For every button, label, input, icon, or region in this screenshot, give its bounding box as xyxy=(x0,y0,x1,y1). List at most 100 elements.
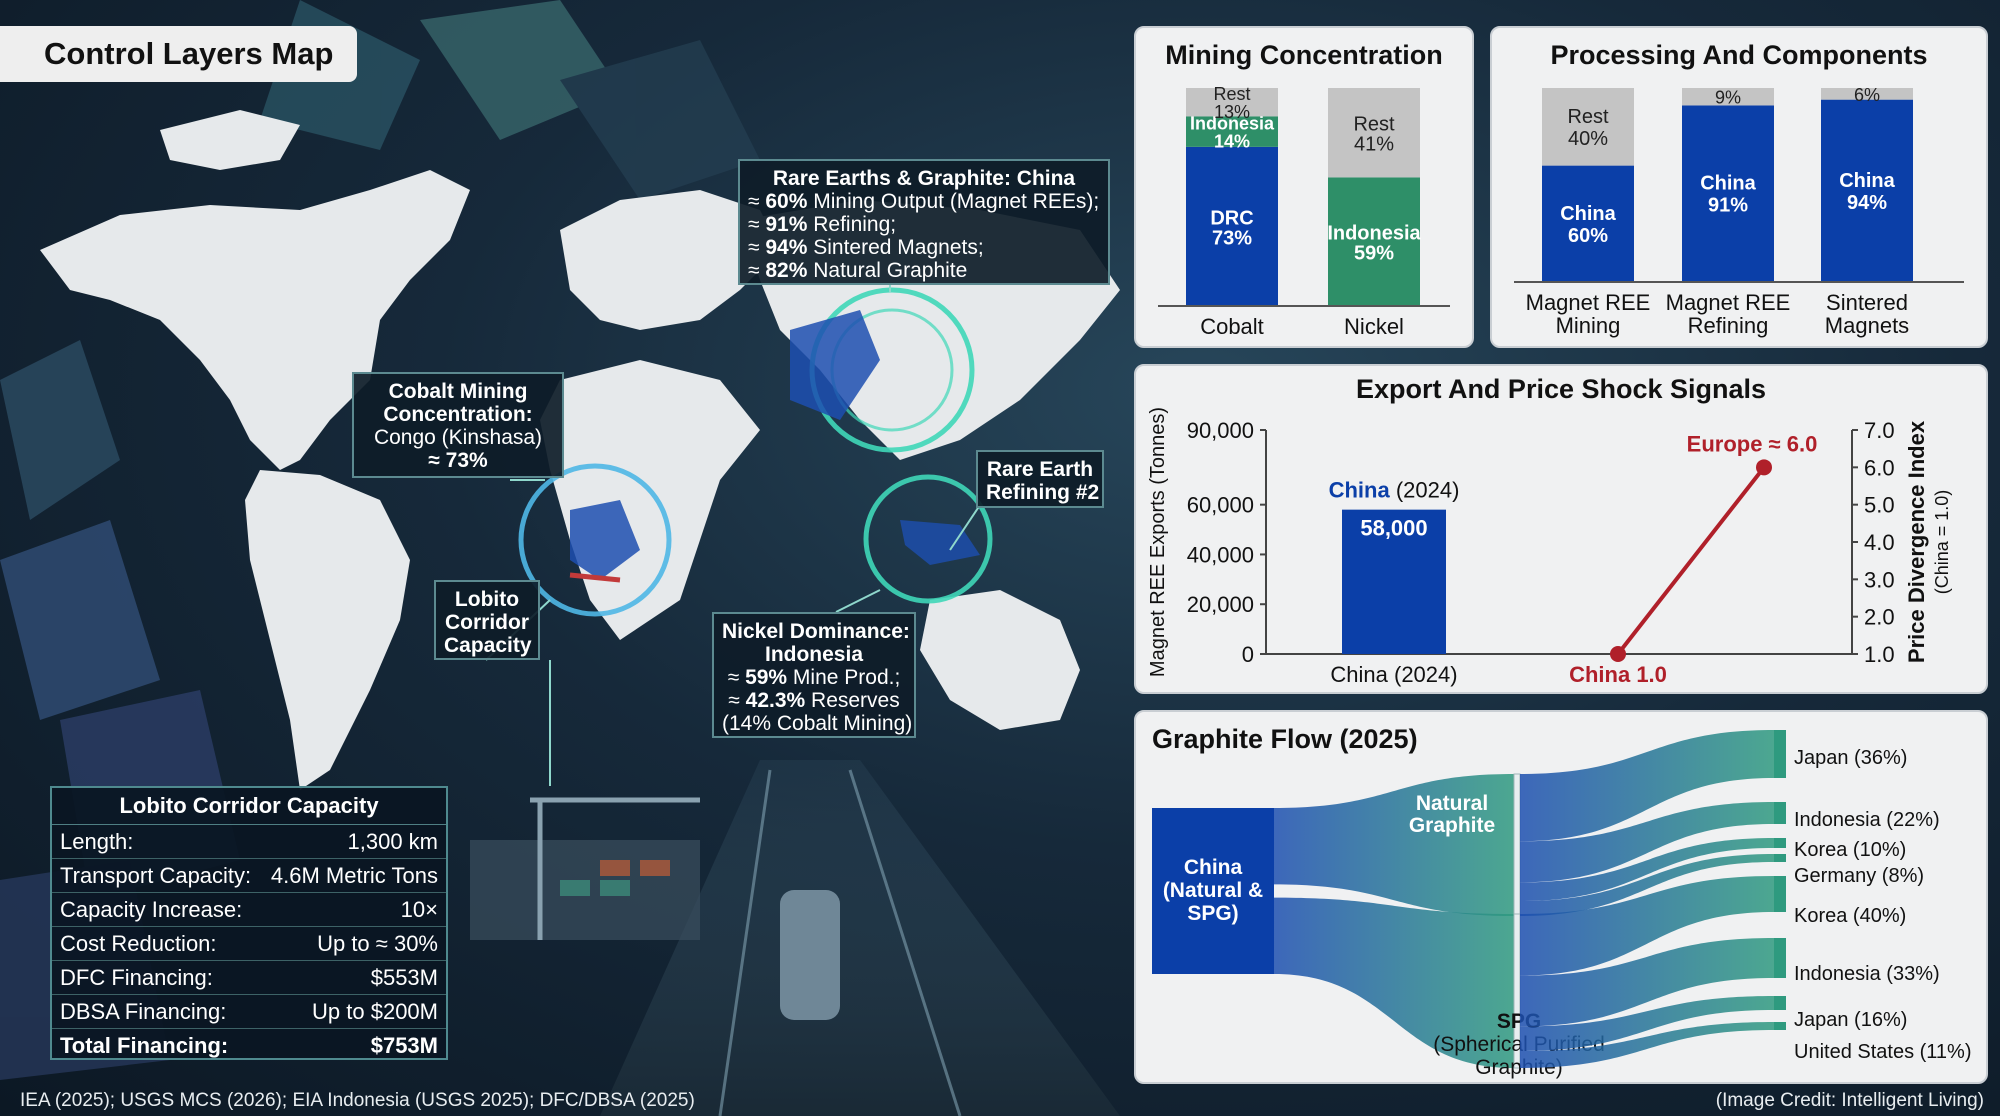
bar-label: Rest xyxy=(1353,114,1395,136)
bar-label: China xyxy=(1700,173,1756,195)
sankey-target-label: Japan (16%) xyxy=(1794,1009,1907,1031)
ree-line-2: Refining #2 xyxy=(986,481,1100,504)
x-tick-label: Nickel xyxy=(1344,314,1404,339)
y-tick-label-right: 4.0 xyxy=(1864,530,1895,555)
chart-title: Processing And Components xyxy=(1550,40,1927,70)
bar-segment-rest xyxy=(1682,88,1774,106)
processing-components-panel: Processing And Components China 60% Rest 40%… xyxy=(1490,26,1988,348)
sankey-flow-united-states xyxy=(1520,1022,1774,1068)
cobalt-line-3: Congo (Kinshasa) xyxy=(373,426,543,449)
graphite-flow-chart: Graphite Flow (2025) China(Natural &SPG) N… xyxy=(1152,724,1972,1079)
x-tick-label: Refining xyxy=(1688,313,1769,338)
table-row: DBSA Financing: Up to $200M xyxy=(52,995,446,1029)
sankey-intermediate-node xyxy=(1513,773,1521,917)
x-tick-label: Magnets xyxy=(1825,313,1909,338)
x-tick-label: Mining xyxy=(1556,313,1621,338)
line-point-label: China 1.0 xyxy=(1569,662,1667,687)
page-title-box: Control Layers Map xyxy=(0,26,357,82)
railway-track xyxy=(600,760,1120,1116)
sankey-target-node xyxy=(1774,876,1786,912)
y-tick-label-left: 20,000 xyxy=(1187,592,1254,617)
table-row: Transport Capacity: 4.6M Metric Tons xyxy=(52,859,446,893)
nickel-line-1: Nickel Dominance: xyxy=(722,620,910,643)
mining-concentration-panel: Mining Concentration DRC 73% Indonesia 14% Re… xyxy=(1134,26,1474,348)
bar-segment-rest xyxy=(1542,88,1634,166)
chart-title: Mining Concentration xyxy=(1165,40,1442,70)
y-tick-label-right: 7.0 xyxy=(1864,418,1895,443)
sankey-target-label: Germany (8%) xyxy=(1794,865,1924,887)
x-tick-label: China (2024) xyxy=(1330,662,1457,687)
bar-value-label: 91% xyxy=(1708,195,1748,217)
sankey-flow-germany xyxy=(1520,854,1774,916)
cobalt-line-1: Cobalt Mining xyxy=(388,380,528,403)
line-point-europe xyxy=(1756,459,1772,476)
nickel-annotation: Nickel Dominance: Indonesia ≈ 59% Mine P… xyxy=(712,612,916,738)
sankey-flow-indonesia xyxy=(1520,802,1774,883)
x-tick-label: Sintered xyxy=(1826,290,1908,315)
image-credit: (Image Credit: Intelligent Living) xyxy=(1715,1090,1984,1111)
x-tick-label: Magnet REE xyxy=(1526,290,1651,315)
bar-segment-indonesia xyxy=(1186,116,1278,147)
sankey-target-label: Indonesia (33%) xyxy=(1794,963,1940,985)
bar-label: Rest xyxy=(1213,84,1250,104)
export-price-chart: Export And Price Shock Signals 0 20,000 40,… xyxy=(1147,374,1952,687)
china-line-4: ≈ 82% Natural Graphite xyxy=(748,259,968,282)
bar-segment-china xyxy=(1682,105,1774,283)
sankey-target-label: Japan (36%) xyxy=(1794,747,1907,769)
page-title: Control Layers Map xyxy=(44,36,334,71)
table-row: Length: 1,300 km xyxy=(52,825,446,859)
bar-label: DRC xyxy=(1210,207,1253,229)
sankey-target-label: United States (11%) xyxy=(1794,1041,1972,1063)
y-axis-label-left: Magnet REE Exports (Tonnes) xyxy=(1147,407,1169,677)
sankey-source-node xyxy=(1152,808,1274,974)
x-tick-label: Cobalt xyxy=(1200,314,1264,339)
sankey-source-label: China xyxy=(1184,856,1243,879)
sankey-intermediate-label: Natural xyxy=(1416,792,1488,815)
china-line-1: ≈ 60% Mining Output (Magnet REEs); xyxy=(748,190,1100,213)
bar-value-label: 14% xyxy=(1214,132,1250,152)
bar-segment-indonesia xyxy=(1328,177,1420,306)
sankey-intermediate-label: Graphite xyxy=(1409,814,1495,837)
x-tick-label: Magnet REE xyxy=(1666,290,1791,315)
line-point-label: Europe ≈ 6.0 xyxy=(1687,431,1818,456)
cobalt-line-4: ≈ 73% xyxy=(428,449,488,472)
south-america xyxy=(245,470,410,790)
export-price-panel: Export And Price Shock Signals 0 20,000 40,… xyxy=(1134,364,1988,694)
sankey-target-label: Indonesia (22%) xyxy=(1794,809,1940,831)
europe xyxy=(560,190,780,330)
lobito-corridor-table: Lobito Corridor Capacity Length: 1,300 km… xyxy=(50,786,448,1060)
australia xyxy=(920,590,1080,730)
chart-title: Graphite Flow (2025) xyxy=(1152,724,1418,754)
china-annotation: Rare Earths & Graphite: China ≈ 60% Mini… xyxy=(738,159,1110,285)
sankey-flow-korea xyxy=(1520,876,1774,976)
bar-label: Indonesia xyxy=(1327,223,1421,245)
ree-line-1: Rare Earth xyxy=(986,458,1094,481)
bar-value-label: 13% xyxy=(1214,102,1250,122)
bar-segment-drc xyxy=(1186,146,1278,306)
y-tick-label-right: 2.0 xyxy=(1864,605,1895,630)
lobito-table-title: Lobito Corridor Capacity xyxy=(52,788,446,825)
bar-value-label: 60% xyxy=(1568,225,1608,247)
lobito-line-1: Lobito xyxy=(454,588,520,611)
bar-segment-rest xyxy=(1328,88,1420,178)
sankey-target-node xyxy=(1774,1022,1786,1030)
sankey-target-node xyxy=(1774,802,1786,824)
sankey-flow-indonesia xyxy=(1520,938,1774,1027)
line-point-china xyxy=(1610,646,1626,662)
price-line xyxy=(1616,466,1766,656)
nickel-line-2: Indonesia xyxy=(764,643,864,666)
train-icon xyxy=(780,890,840,1020)
graphite-flow-panel: Graphite Flow (2025) China (Natural & SPG) N… xyxy=(1134,710,1988,1084)
lobito-line-2: Corridor xyxy=(445,611,529,634)
table-row: Cost Reduction: Up to ≈ 30% xyxy=(52,927,446,961)
bar-label: Indonesia xyxy=(1190,114,1275,134)
bar-segment-china xyxy=(1542,165,1634,282)
table-row: DFC Financing: $553M xyxy=(52,961,446,995)
y-tick-label-right: 3.0 xyxy=(1864,567,1895,592)
bar-value-label: 9% xyxy=(1715,88,1741,108)
sankey-source-label: SPG) xyxy=(1187,902,1238,925)
sankey-target-node xyxy=(1774,938,1786,978)
nickel-line-3: ≈ 59% Mine Prod.; xyxy=(727,666,901,689)
